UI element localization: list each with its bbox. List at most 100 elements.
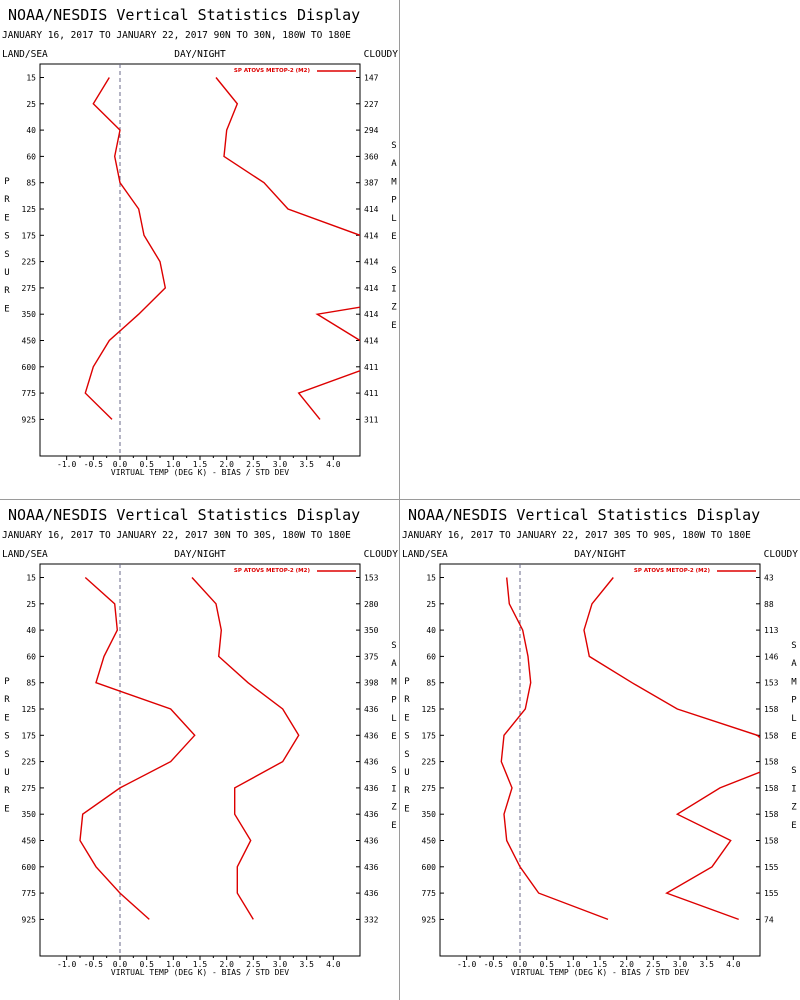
series-line-std-dev xyxy=(215,77,360,420)
x-tick-label: 0.5 xyxy=(139,460,154,469)
pressure-level-label: 15 xyxy=(26,74,36,83)
pressure-level-label: 25 xyxy=(26,100,36,109)
panel-divider-vertical xyxy=(399,0,400,1000)
sample-size-label: 227 xyxy=(364,100,379,109)
sample-size-label: 158 xyxy=(764,705,779,714)
x-tick-label: 2.0 xyxy=(219,460,234,469)
x-tick-label: 2.5 xyxy=(646,960,661,969)
y-axis-label-letter: R xyxy=(404,695,410,705)
legend-text: SP ATOVS METOP-2 (M2) xyxy=(634,568,711,574)
y-axis-label-letter: P xyxy=(4,677,10,687)
pressure-level-label: 775 xyxy=(22,889,37,898)
pressure-level-label: 600 xyxy=(422,863,437,872)
right-axis-label-letter: M xyxy=(391,177,397,187)
chart-title: NOAA/NESDIS Vertical Statistics Display xyxy=(408,506,760,524)
sample-size-label: 158 xyxy=(764,837,779,846)
sample-size-label: 88 xyxy=(764,600,774,609)
right-axis-label-letter: L xyxy=(391,214,396,224)
right-axis-label-letter: A xyxy=(391,659,397,669)
sample-size-label: 436 xyxy=(364,705,379,714)
pressure-level-label: 175 xyxy=(422,731,437,740)
sample-size-label: 155 xyxy=(764,889,779,898)
right-axis-label-letter: E xyxy=(391,321,396,331)
y-axis-label-letter: U xyxy=(404,768,409,778)
pressure-level-label: 40 xyxy=(426,626,436,635)
pressure-level-label: 225 xyxy=(22,758,37,767)
y-axis-label-letter: E xyxy=(4,713,9,723)
right-axis-label-letter: Z xyxy=(791,803,797,813)
x-tick-label: 2.0 xyxy=(219,960,234,969)
right-axis-label-letter: I xyxy=(391,284,396,294)
pressure-level-label: 40 xyxy=(26,126,36,135)
pressure-level-label: 350 xyxy=(22,310,37,319)
sample-size-label: 146 xyxy=(764,652,779,661)
y-axis-label-letter: S xyxy=(4,750,9,760)
land-sea-label: LAND/SEA xyxy=(2,549,48,560)
sample-size-label: 147 xyxy=(364,74,379,83)
y-axis-label-letter: E xyxy=(404,713,409,723)
right-axis-label-letter: P xyxy=(791,696,797,706)
x-tick-label: 0.0 xyxy=(113,960,128,969)
right-axis-label-letter: S xyxy=(791,766,796,776)
pressure-level-label: 225 xyxy=(422,758,437,767)
pressure-level-label: 600 xyxy=(22,863,37,872)
x-tick-label: -1.0 xyxy=(57,960,76,969)
pressure-level-label: 125 xyxy=(422,705,437,714)
cloudy-label: CLOUDY xyxy=(764,549,799,560)
pressure-level-label: 925 xyxy=(422,915,437,924)
right-axis-label-letter: Z xyxy=(391,303,397,313)
sample-size-label: 436 xyxy=(364,784,379,793)
x-tick-label: -0.5 xyxy=(484,960,503,969)
x-tick-label: 3.5 xyxy=(299,460,314,469)
right-axis-label-letter: S xyxy=(391,266,396,276)
x-tick-label: 0.0 xyxy=(113,460,128,469)
y-axis-label-letter: S xyxy=(4,250,9,260)
pressure-level-label: 175 xyxy=(22,731,37,740)
pressure-level-label: 450 xyxy=(22,837,37,846)
x-tick-label: 2.5 xyxy=(246,960,261,969)
series-line-std-dev xyxy=(191,577,300,920)
pressure-level-label: 350 xyxy=(22,810,37,819)
y-axis-label-letter: S xyxy=(404,732,409,742)
y-axis-label-letter: R xyxy=(4,286,10,296)
y-axis-label-letter: P xyxy=(404,677,410,687)
right-axis-label-letter: P xyxy=(391,196,397,206)
pressure-level-label: 85 xyxy=(26,179,36,188)
x-tick-label: -0.5 xyxy=(84,460,103,469)
x-tick-label: 3.0 xyxy=(273,960,288,969)
right-axis-label-letter: E xyxy=(391,232,396,242)
legend-text: SP ATOVS METOP-2 (M2) xyxy=(234,68,311,74)
day-night-label: DAY/NIGHT xyxy=(174,49,226,60)
right-axis-label-letter: I xyxy=(791,784,796,794)
right-axis-label-letter: P xyxy=(391,696,397,706)
sample-size-label: 375 xyxy=(364,652,379,661)
pressure-level-label: 85 xyxy=(426,679,436,688)
sample-size-label: 360 xyxy=(364,152,379,161)
series-line-bias xyxy=(500,577,609,921)
sample-size-label: 436 xyxy=(364,837,379,846)
sample-size-label: 158 xyxy=(764,784,779,793)
x-tick-label: 0.5 xyxy=(539,960,554,969)
pressure-level-label: 125 xyxy=(22,205,37,214)
x-tick-label: 4.0 xyxy=(726,960,741,969)
right-axis-label-letter: S xyxy=(391,641,396,651)
pressure-level-label: 175 xyxy=(22,231,37,240)
sample-size-label: 350 xyxy=(364,626,379,635)
pressure-level-label: 60 xyxy=(26,652,36,661)
chart-subtitle: JANUARY 16, 2017 TO JANUARY 22, 2017 30N… xyxy=(2,530,351,541)
y-axis-label-letter: R xyxy=(4,786,10,796)
pressure-level-label: 60 xyxy=(26,152,36,161)
pressure-level-label: 450 xyxy=(22,337,37,346)
plot-frame xyxy=(39,563,361,957)
pressure-level-label: 925 xyxy=(22,415,37,424)
chart-title: NOAA/NESDIS Vertical Statistics Display xyxy=(8,506,360,524)
y-axis-label-letter: S xyxy=(4,232,9,242)
pressure-level-label: 275 xyxy=(22,284,37,293)
right-axis-label-letter: E xyxy=(791,821,796,831)
pressure-level-label: 85 xyxy=(26,679,36,688)
plot-frame xyxy=(39,63,361,457)
cloudy-label: CLOUDY xyxy=(364,549,399,560)
sample-size-label: 280 xyxy=(364,600,379,609)
x-tick-label: 2.5 xyxy=(246,460,261,469)
land-sea-label: LAND/SEA xyxy=(2,49,48,60)
